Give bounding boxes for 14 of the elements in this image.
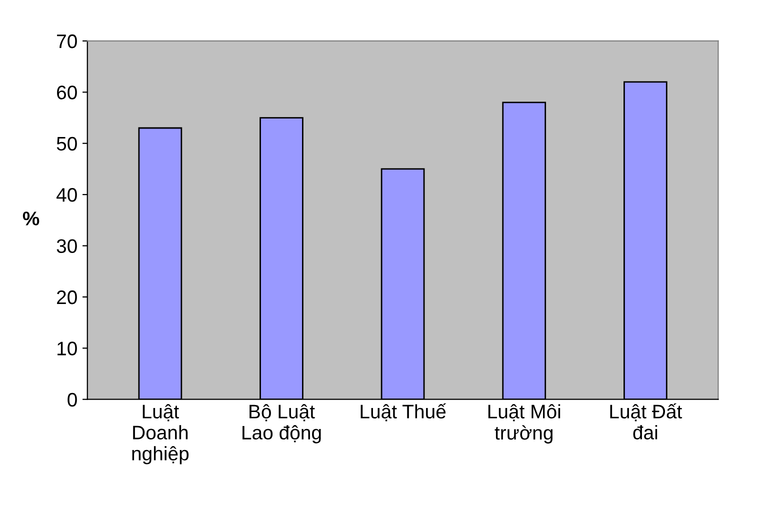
x-tick-label: Luật Môi trường: [488, 404, 560, 444]
y-tick-label: 20: [57, 290, 77, 304]
x-tick-label: Luật Doanh nghiệp: [132, 404, 189, 464]
x-tick-label: Luật Thuế: [360, 403, 446, 422]
y-tick-label: 70: [57, 34, 77, 48]
y-tick-label: 30: [56, 239, 77, 253]
y-axis-title: %: [22, 212, 40, 226]
y-tick-label: 40: [56, 188, 77, 202]
y-tick-label: 0: [68, 392, 77, 407]
y-tick-label: 50: [56, 136, 77, 151]
y-tick-label: 10: [58, 342, 77, 356]
x-tick-label: Luật Đất đai: [610, 403, 682, 440]
x-tick-label: Bộ Luật Lao động: [242, 404, 321, 444]
y-tick-label: 60: [57, 86, 77, 100]
